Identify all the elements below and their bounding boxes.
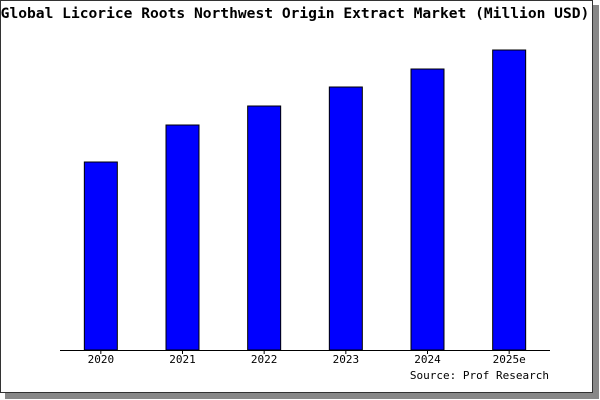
chart-title: Global Licorice Roots Northwest Origin E…: [1, 5, 590, 22]
x-tick-label: 2024: [414, 353, 441, 366]
x-tick-label: 2020: [88, 353, 115, 366]
bar: [83, 161, 118, 351]
x-tick-label: 2021: [169, 353, 196, 366]
source-note: Source: Prof Research: [410, 369, 549, 382]
x-tick-label: 2022: [251, 353, 278, 366]
bar: [492, 49, 527, 351]
bar: [328, 86, 363, 351]
bar: [165, 124, 200, 351]
bar: [247, 105, 282, 351]
x-tick-label: 2025e: [493, 353, 526, 366]
x-tick-label: 2023: [333, 353, 360, 366]
bar: [410, 68, 445, 351]
